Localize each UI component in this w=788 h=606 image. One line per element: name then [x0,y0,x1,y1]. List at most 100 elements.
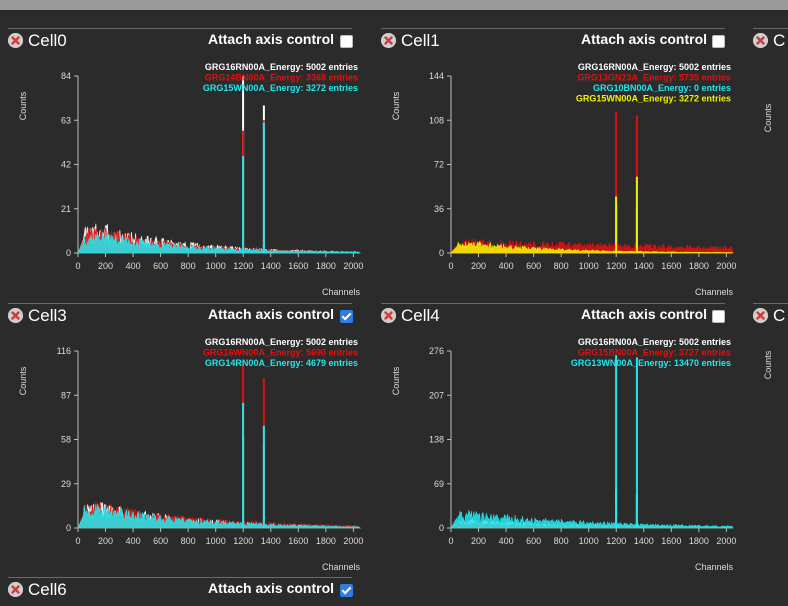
legend-entry: GRG14BN00A_Energy: 3368 entries [205,73,358,83]
y-tick-label: 116 [57,346,71,356]
y-tick-label: 21 [61,204,71,214]
partial-plot: Counts [763,103,773,132]
y-tick-label: 58 [61,435,71,445]
cell-panel-4: Cell4 Attach axis control 276 207 138 69 0 0 2… [381,303,743,573]
x-tick-label: 1200 [233,261,253,271]
x-tick-label: 1200 [233,536,253,546]
y-axis-label: Counts [18,91,28,120]
cell-panel-partial-top: C Counts [753,28,788,298]
attach-axis-checkbox[interactable] [712,310,725,323]
attach-axis-checkbox[interactable] [340,35,353,48]
x-tick-label: 600 [526,536,541,546]
legend-entry: GRG16RN00A_Energy: 5002 entries [205,62,358,72]
x-axis-label: Channels [695,562,734,572]
y-tick-label: 84 [61,71,71,81]
legend-entry: GRG15BN00A_Energy: 3727 entries [578,348,731,358]
y-tick-label: 207 [429,390,444,400]
y-tick-label: 108 [429,115,444,125]
series-area [450,240,734,254]
close-cell-icon[interactable] [8,33,23,48]
legend-entry: GRG14RN00A_Energy: 4679 entries [205,358,358,368]
attach-axis-checkbox[interactable] [712,35,725,48]
window-top-bar [0,0,788,10]
close-cell-icon[interactable] [381,308,396,323]
x-tick-label: 200 [98,261,113,271]
x-tick-label: 1600 [661,261,681,271]
cell-title: Cell0 [28,31,67,50]
series-area [450,509,734,529]
x-tick-label: 200 [471,261,486,271]
attach-axis-label: Attach axis control [581,31,708,47]
cell-title: C [773,31,786,50]
legend-entry: GRG15WN00A_Energy: 3272 entries [576,94,731,104]
x-tick-label: 1000 [579,261,599,271]
histogram-plot: 144 108 72 36 00 200 400 600 800 1000 1200 1400 1600… [391,62,736,297]
x-tick-label: 200 [471,536,486,546]
attach-axis-checkbox[interactable] [340,584,353,597]
attach-axis-label: Attach axis control [208,31,335,47]
cell-panel-6: Cell6 Attach axis control [8,577,370,606]
cell-title: Cell6 [28,580,67,599]
x-tick-label: 1800 [689,536,709,546]
y-tick-label: 36 [434,204,444,214]
close-cell-icon[interactable] [753,33,768,48]
x-tick-label: 1800 [316,536,336,546]
y-axis-label: Counts [18,366,28,395]
close-cell-icon[interactable] [8,308,23,323]
x-tick-label: 600 [153,261,168,271]
series-area [77,231,362,254]
y-tick-label: 69 [434,479,444,489]
attach-axis-checkbox[interactable] [340,310,353,323]
legend-entry: GRG15WN00A_Energy: 3272 entries [203,83,358,93]
legend-entry: GRG13WN00A_Energy: 13470 entries [571,358,731,368]
cell-title: Cell3 [28,306,67,325]
x-tick-label: 2000 [343,536,363,546]
x-tick-label: 800 [181,261,196,271]
cell-title: Cell1 [401,31,440,50]
y-tick-label: 276 [429,346,444,356]
x-tick-label: 800 [181,536,196,546]
attach-axis-label: Attach axis control [208,580,335,596]
histogram-plot: 84 63 42 21 00 200 400 600 800 1000 1200 1400 1600 18… [18,62,363,297]
attach-axis-label: Attach axis control [581,306,708,322]
x-tick-label: 1000 [579,536,599,546]
close-cell-icon[interactable] [381,33,396,48]
close-cell-icon[interactable] [8,582,23,597]
legend-entry: GRG13GN23A_Energy: 5735 entries [577,73,731,83]
x-tick-label: 0 [448,261,453,271]
x-tick-label: 1600 [288,536,308,546]
x-tick-label: 400 [499,261,514,271]
y-axis-label: Counts [391,91,401,120]
x-axis-label: Channels [322,287,361,297]
histogram-plot: 276 207 138 69 00 200 400 600 800 1000 1200 1400 160… [391,337,736,572]
x-tick-label: 1600 [288,261,308,271]
x-tick-label: 0 [75,261,80,271]
x-tick-label: 200 [98,536,113,546]
x-tick-label: 1400 [261,536,281,546]
x-tick-label: 2000 [716,261,736,271]
y-tick-label: 0 [439,248,444,258]
legend-entry: GRG10BN00A_Energy: 0 entries [593,83,731,93]
x-tick-label: 1200 [606,536,626,546]
x-axis-label: Channels [322,562,361,572]
cell-title: Cell4 [401,306,440,325]
x-tick-label: 1600 [661,536,681,546]
x-tick-label: 400 [126,536,141,546]
x-axis-label: Channels [695,287,734,297]
x-tick-label: 0 [448,536,453,546]
x-tick-label: 600 [153,536,168,546]
y-tick-label: 72 [434,160,444,170]
x-tick-label: 600 [526,261,541,271]
x-tick-label: 1800 [316,261,336,271]
y-tick-label: 144 [429,71,444,81]
y-tick-label: 42 [61,160,71,170]
histogram-plot: 116 87 58 29 00 200 400 600 800 1000 1200 1400 1600 1… [18,337,363,572]
cell-panel-1: Cell1 Attach axis control 144 108 72 36 0 0 20… [381,28,743,298]
legend-entry: GRG16RN00A_Energy: 5002 entries [578,62,731,72]
x-tick-label: 0 [75,536,80,546]
x-tick-label: 400 [499,536,514,546]
close-cell-icon[interactable] [753,308,768,323]
x-tick-label: 1000 [206,536,226,546]
legend-entry: GRG16WN00A_Energy: 5690 entries [203,348,358,358]
x-tick-label: 1400 [634,261,654,271]
